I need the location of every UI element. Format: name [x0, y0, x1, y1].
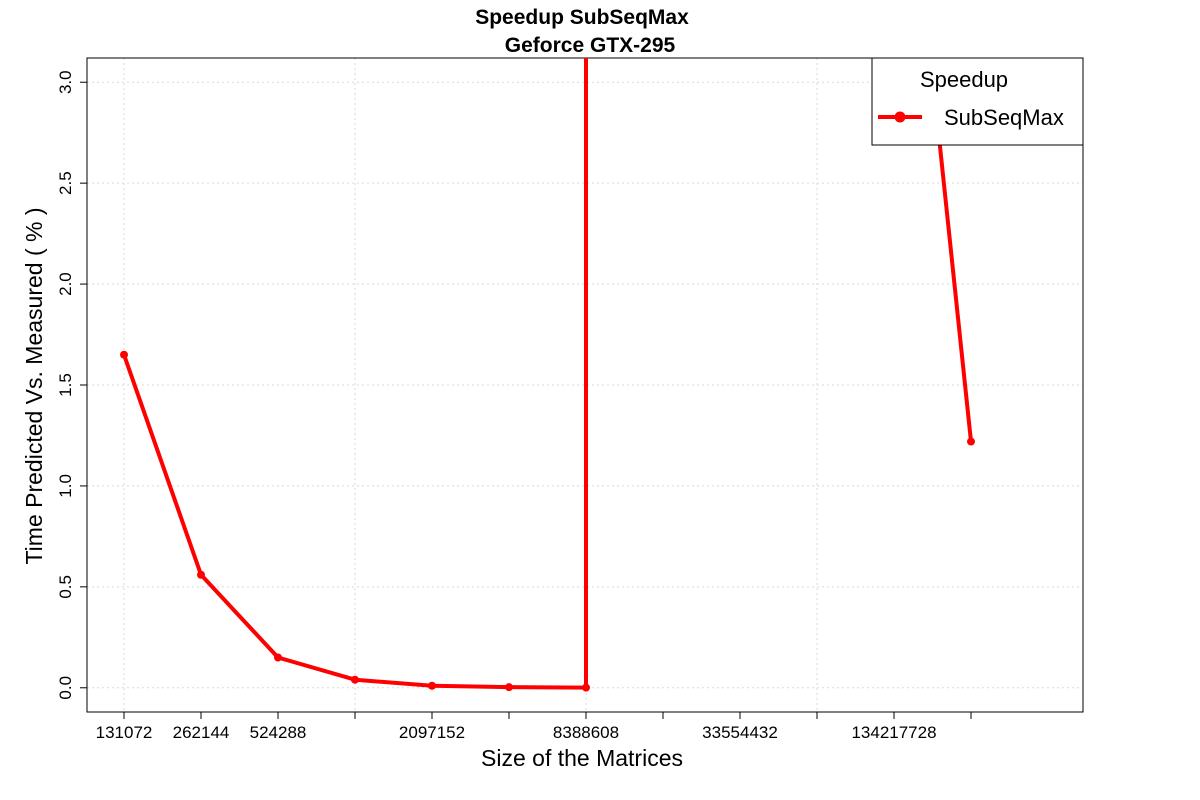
y-axis-title: Time Predicted Vs. Measured ( % )	[21, 207, 47, 564]
x-tick-label: 2097152	[399, 723, 465, 742]
x-tick-label: 8388608	[553, 723, 619, 742]
x-axis: 131072 262144 524288 2097152 8388608 33554432…	[96, 711, 972, 742]
x-tick-label: 131072	[96, 723, 153, 742]
y-tick-label: 2.5	[56, 171, 75, 195]
series-subseqmax	[120, 58, 975, 692]
x-tick-label: 33554432	[702, 723, 778, 742]
legend: Speedup SubSeqMax	[871, 57, 1084, 146]
chart-subtitle: Geforce GTX-295	[505, 34, 676, 57]
legend-label-subseqmax: SubSeqMax	[944, 105, 1064, 130]
legend-box	[871, 57, 1084, 146]
chart-title: Speedup SubSeqMax	[475, 6, 689, 29]
data-point	[120, 350, 128, 359]
y-tick-label: 0.5	[56, 575, 75, 599]
y-tick-label: 3.0	[56, 70, 75, 94]
data-point	[582, 683, 590, 692]
x-axis-title: Size of the Matrices	[481, 745, 683, 771]
series-line-subseqmax	[122, 58, 588, 690]
y-axis: 0.0 0.5 1.0 1.5 2.0 2.5 3.0	[56, 70, 88, 700]
x-tick-label: 134217728	[851, 723, 936, 742]
legend-title: Speedup	[920, 67, 1008, 92]
y-tick-label: 1.5	[56, 373, 75, 397]
legend-point-swatch	[894, 111, 906, 123]
y-tick-label: 0.0	[56, 676, 75, 700]
x-tick-label: 262144	[173, 723, 230, 742]
data-point	[967, 437, 975, 446]
data-point	[351, 675, 359, 684]
series-line-subseqmax-reentry	[935, 117, 973, 442]
y-tick-label: 2.0	[56, 272, 75, 296]
data-point	[428, 681, 436, 690]
data-point	[197, 570, 205, 579]
grid	[87, 58, 1083, 712]
x-tick-label: 524288	[250, 723, 307, 742]
data-point	[505, 683, 513, 692]
data-point	[274, 653, 282, 662]
y-tick-label: 1.0	[56, 474, 75, 498]
